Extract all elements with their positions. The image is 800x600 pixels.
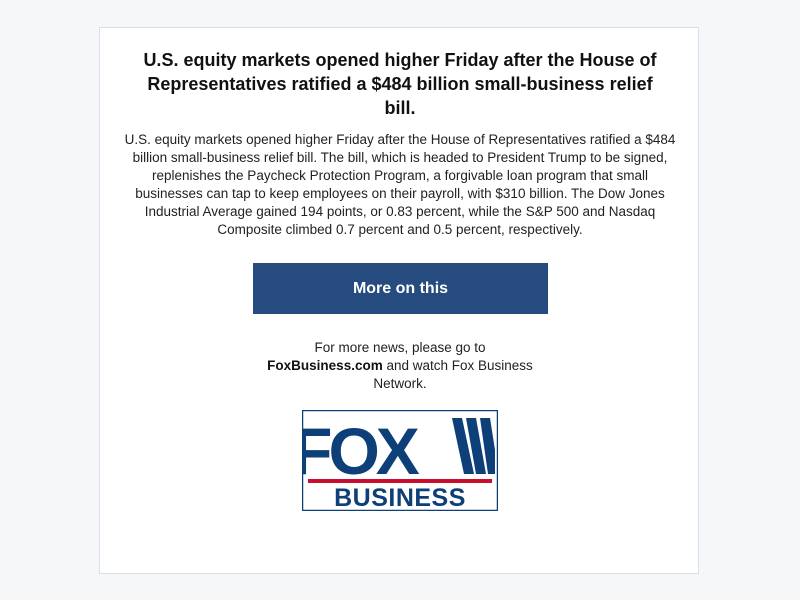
foxbusiness-link[interactable]: FoxBusiness.com — [267, 358, 383, 373]
logo-business-text: BUSINESS — [334, 484, 466, 511]
logo-stripe-2 — [466, 418, 486, 474]
logo-fox-text: FOX — [302, 414, 420, 488]
logo-stripe-3 — [480, 418, 495, 474]
email-card: U.S. equity markets opened higher Friday… — [99, 27, 699, 574]
more-news-text: For more news, please go to FoxBusiness.… — [250, 339, 550, 393]
more-news-prefix: For more news, please go to — [314, 340, 486, 355]
more-news-suffix: and watch Fox Business Network. — [373, 358, 533, 391]
article-headline: U.S. equity markets opened higher Friday… — [143, 50, 657, 118]
more-on-this-button[interactable]: More on this — [253, 263, 548, 314]
logo-stripe-1 — [452, 418, 474, 474]
article-body: U.S. equity markets opened higher Friday… — [124, 132, 676, 237]
logo-red-bar — [308, 479, 492, 483]
fox-business-logo-icon[interactable]: FOX BUSINESS — [302, 410, 498, 511]
